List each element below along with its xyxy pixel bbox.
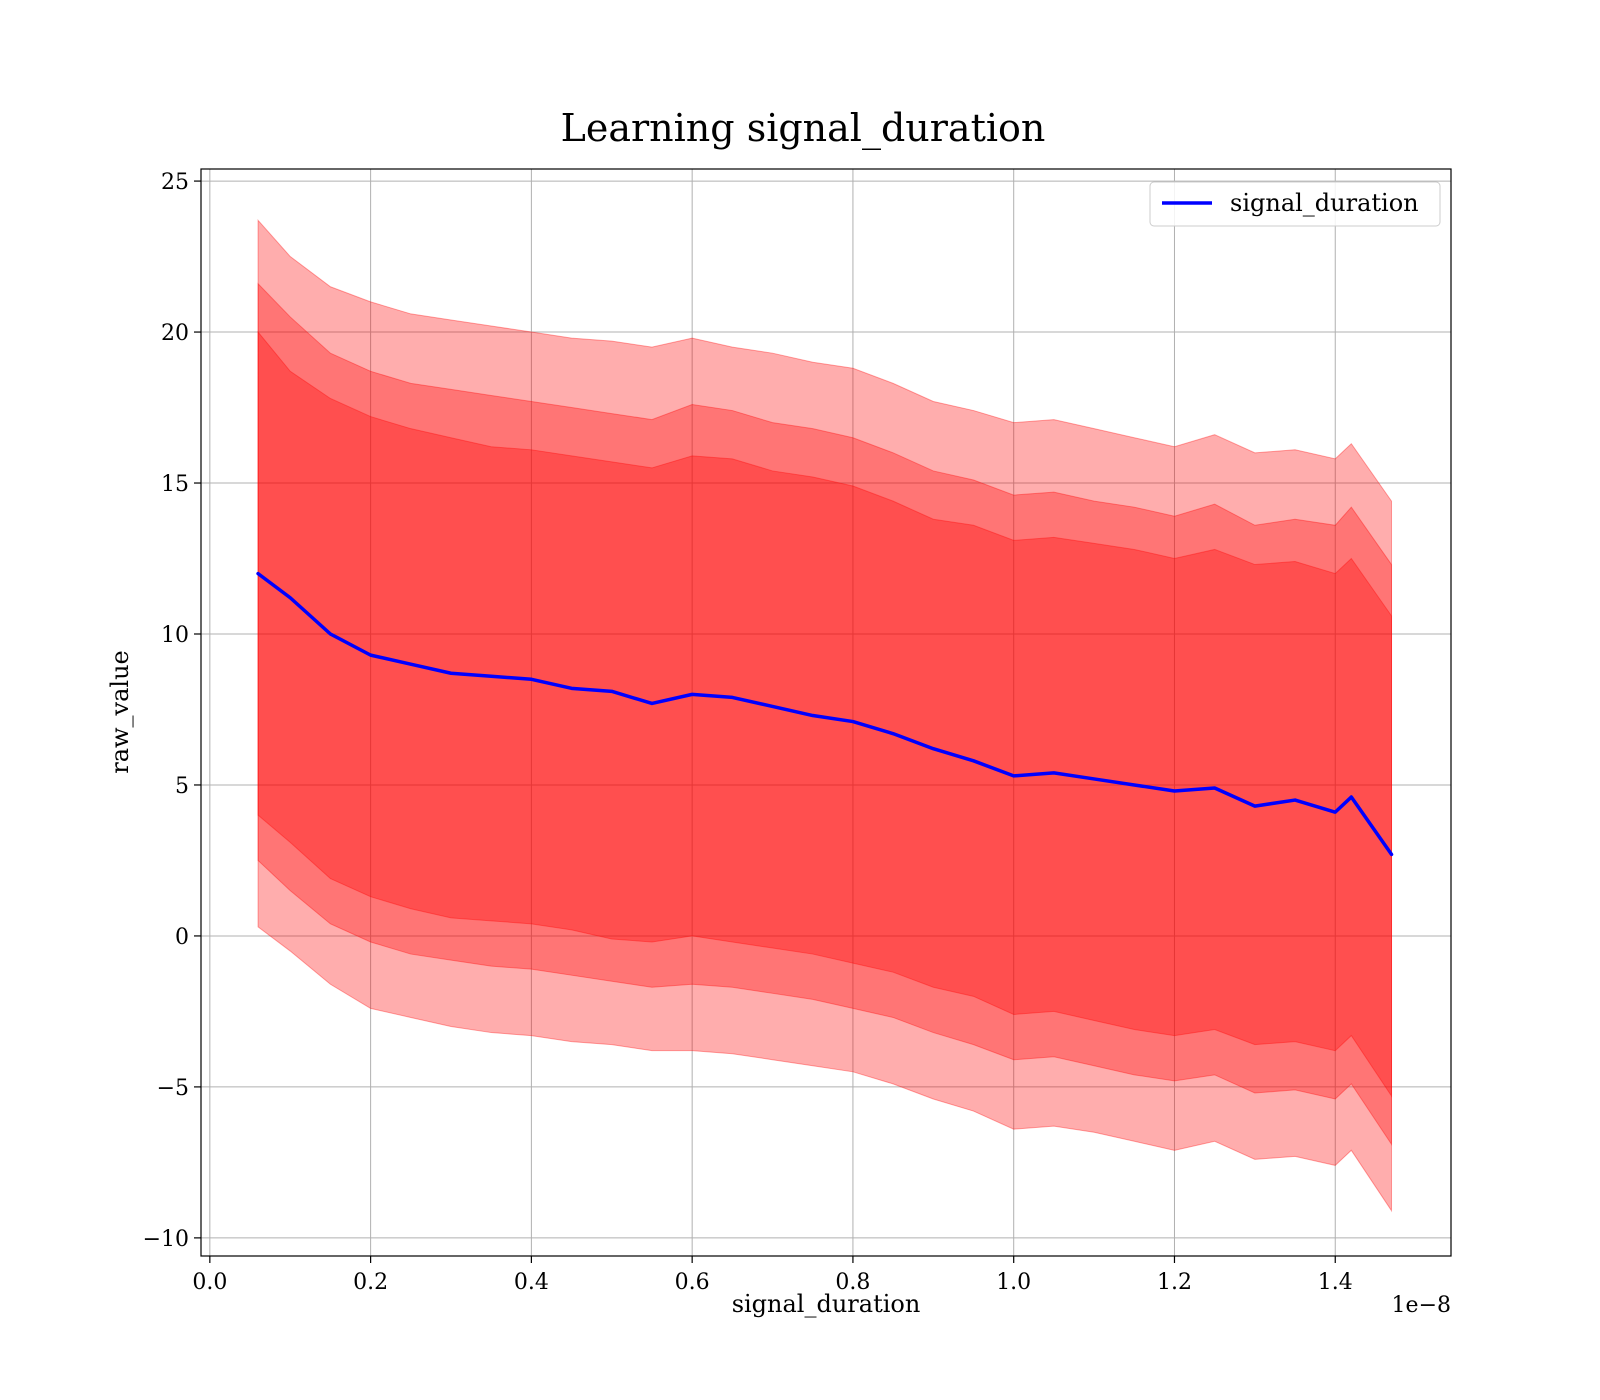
x-axis-offset-label: 1e−8 [1392, 1293, 1451, 1318]
bands [257, 219, 1393, 1213]
legend-box [1149, 181, 1441, 227]
x-tick-label: 0.4 [514, 1270, 549, 1295]
y-tick-label: 0 [175, 925, 189, 950]
y-axis-ticks: −10 −5 0 5 10 15 20 25 [143, 170, 201, 1252]
x-tick-label: 1.0 [996, 1270, 1031, 1295]
grid [201, 169, 1451, 1256]
x-tick-label: 0.0 [192, 1270, 227, 1295]
x-tick-label: 0.8 [835, 1270, 870, 1295]
series-line-signal-duration [256, 571, 1394, 857]
x-axis-label: signal_duration [732, 1290, 921, 1318]
legend-label-signal-duration: signal_duration [1230, 189, 1419, 217]
y-tick-label: 10 [161, 623, 189, 648]
x-axis-ticks: 0.0 0.2 0.4 0.6 0.8 1.0 1.2 1.4 [192, 1256, 1353, 1295]
chart-title: Learning signal_duration [561, 106, 1046, 151]
legend: signal_duration [1149, 181, 1441, 227]
band-inner [257, 330, 1393, 1098]
y-axis-label: raw_value [106, 650, 134, 774]
y-tick-label: −5 [157, 1076, 189, 1101]
y-tick-label: 5 [175, 774, 189, 799]
x-tick-label: 1.4 [1318, 1270, 1353, 1295]
band-outer [257, 219, 1393, 1213]
x-tick-label: 0.6 [675, 1270, 710, 1295]
plot-frame [200, 168, 1452, 1257]
y-tick-label: 20 [161, 321, 189, 346]
series-lines [256, 571, 1394, 857]
y-tick-label: 15 [161, 472, 189, 497]
x-tick-label: 0.2 [353, 1270, 388, 1295]
y-tick-label: −10 [143, 1227, 189, 1252]
x-tick-label: 1.2 [1157, 1270, 1192, 1295]
y-tick-label: 25 [161, 170, 189, 195]
band-middle [257, 282, 1393, 1146]
